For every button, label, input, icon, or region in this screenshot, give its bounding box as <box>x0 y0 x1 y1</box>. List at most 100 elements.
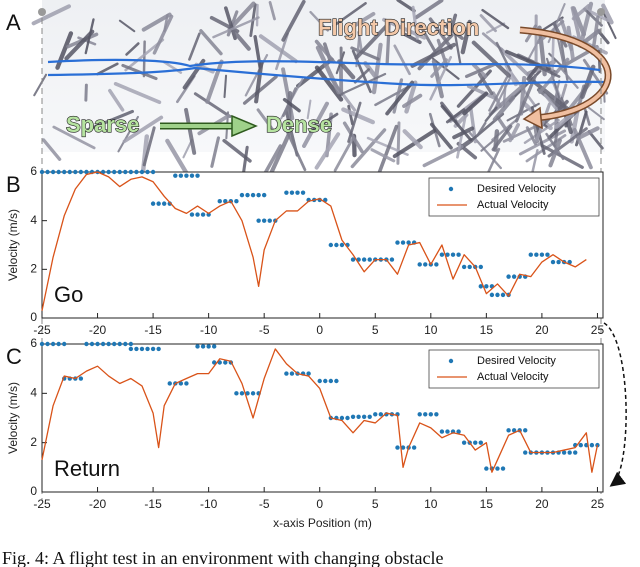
obstacle <box>601 10 617 40</box>
obstacle <box>481 8 510 30</box>
desired-point <box>450 252 456 257</box>
desired-point <box>478 264 484 270</box>
obstacle <box>341 107 375 125</box>
connector-arrow <box>603 322 627 487</box>
legend-box <box>428 177 600 217</box>
obstacle <box>302 101 329 148</box>
y-tick-label: 6 <box>30 336 37 350</box>
panel-label: B <box>6 172 21 197</box>
desired-point <box>367 257 372 262</box>
obstacle <box>118 19 136 33</box>
desired-point <box>56 169 61 175</box>
x-tick-label: 20 <box>535 323 549 337</box>
obstacle <box>452 126 475 140</box>
obstacle <box>486 22 506 34</box>
obstacle <box>396 121 401 165</box>
desired-point <box>550 259 556 265</box>
desired-point <box>339 415 345 421</box>
obstacle <box>350 46 380 61</box>
y-tick-label: 2 <box>30 435 37 449</box>
desired-point <box>589 442 595 448</box>
obstacle <box>275 32 289 71</box>
trajectory <box>47 58 601 72</box>
desired-point <box>123 341 128 347</box>
obstacle <box>476 121 487 137</box>
x-axis-label: x-axis Position (m) <box>273 516 372 530</box>
obstacle <box>445 108 466 124</box>
obstacle <box>411 5 419 40</box>
obstacle <box>504 49 550 72</box>
chart: 0 2 4 6 -25 -20 -15 -10 -5 0 5 10 15 20 25 Velocity (m/… <box>6 164 604 337</box>
desired-point <box>523 428 528 433</box>
obstacle <box>508 122 520 143</box>
obstacle <box>314 39 336 64</box>
legend-label: Desired Velocity <box>477 355 556 367</box>
y-tick-label: 0 <box>30 484 37 498</box>
desired-point <box>456 429 461 434</box>
desired-point <box>334 242 339 248</box>
desired-point <box>439 429 445 434</box>
obstacle <box>339 72 387 96</box>
obstacle <box>268 1 276 21</box>
desired-point <box>200 344 206 349</box>
obstacle <box>52 125 96 150</box>
x-tick-label: -5 <box>259 323 270 337</box>
obstacle <box>414 0 444 20</box>
desired-point <box>150 346 156 352</box>
panel-a-scene: Flight Direction Sparse Dense <box>31 0 617 195</box>
obstacle <box>484 106 498 123</box>
obstacle <box>493 129 500 152</box>
caption: Fig. 4: A flight test in an environment … <box>2 548 443 567</box>
desired-point <box>434 262 439 267</box>
desired-point <box>39 169 45 175</box>
desired-point <box>139 346 145 352</box>
desired-point <box>478 284 484 289</box>
obstacle <box>188 32 201 61</box>
desired-point <box>139 169 145 175</box>
y-axis-label: Velocity (m/s) <box>6 382 20 454</box>
desired-point <box>73 169 78 175</box>
legend-swatch <box>448 186 454 192</box>
desired-point <box>378 412 384 417</box>
obstacle <box>404 80 418 114</box>
desired-point <box>567 259 572 265</box>
desired-point <box>184 381 189 386</box>
desired-point <box>423 262 428 267</box>
obstacle <box>125 42 140 56</box>
obstacle <box>193 92 232 118</box>
corner-handle <box>597 8 605 16</box>
desired-point <box>300 190 306 195</box>
x-tick-label: 10 <box>424 497 438 511</box>
desired-point <box>389 257 395 262</box>
axes-frame <box>41 343 604 493</box>
obstacle <box>347 101 362 143</box>
desired-point <box>200 212 206 217</box>
y-axis-label: Velocity (m/s) <box>6 209 20 281</box>
obstacle <box>64 29 95 61</box>
obstacle <box>152 14 174 55</box>
desired-point <box>445 429 450 434</box>
desired-point <box>106 341 111 347</box>
desired-point <box>556 259 561 265</box>
y-tick-label: 4 <box>30 213 37 227</box>
obstacle <box>422 144 464 168</box>
desired-point <box>445 252 450 257</box>
desired-point <box>361 257 367 262</box>
obstacle <box>347 104 354 126</box>
desired-point <box>239 192 245 198</box>
density-arrowhead <box>231 114 258 138</box>
desired-point <box>234 199 239 204</box>
obstacle <box>428 17 453 50</box>
obstacle <box>232 29 251 51</box>
obstacle <box>342 121 364 154</box>
desired-point <box>328 378 334 384</box>
obstacle <box>466 84 499 101</box>
x-tick-label: -10 <box>200 497 218 511</box>
desired-point <box>178 173 184 178</box>
obstacle <box>363 61 378 80</box>
chart: 0 2 4 6 -25 -20 -15 -10 -5 0 5 10 15 20 25 Velocity (m/… <box>6 336 604 530</box>
obstacle <box>256 108 275 132</box>
panel-label: A <box>6 10 21 35</box>
desired-point <box>417 412 422 417</box>
